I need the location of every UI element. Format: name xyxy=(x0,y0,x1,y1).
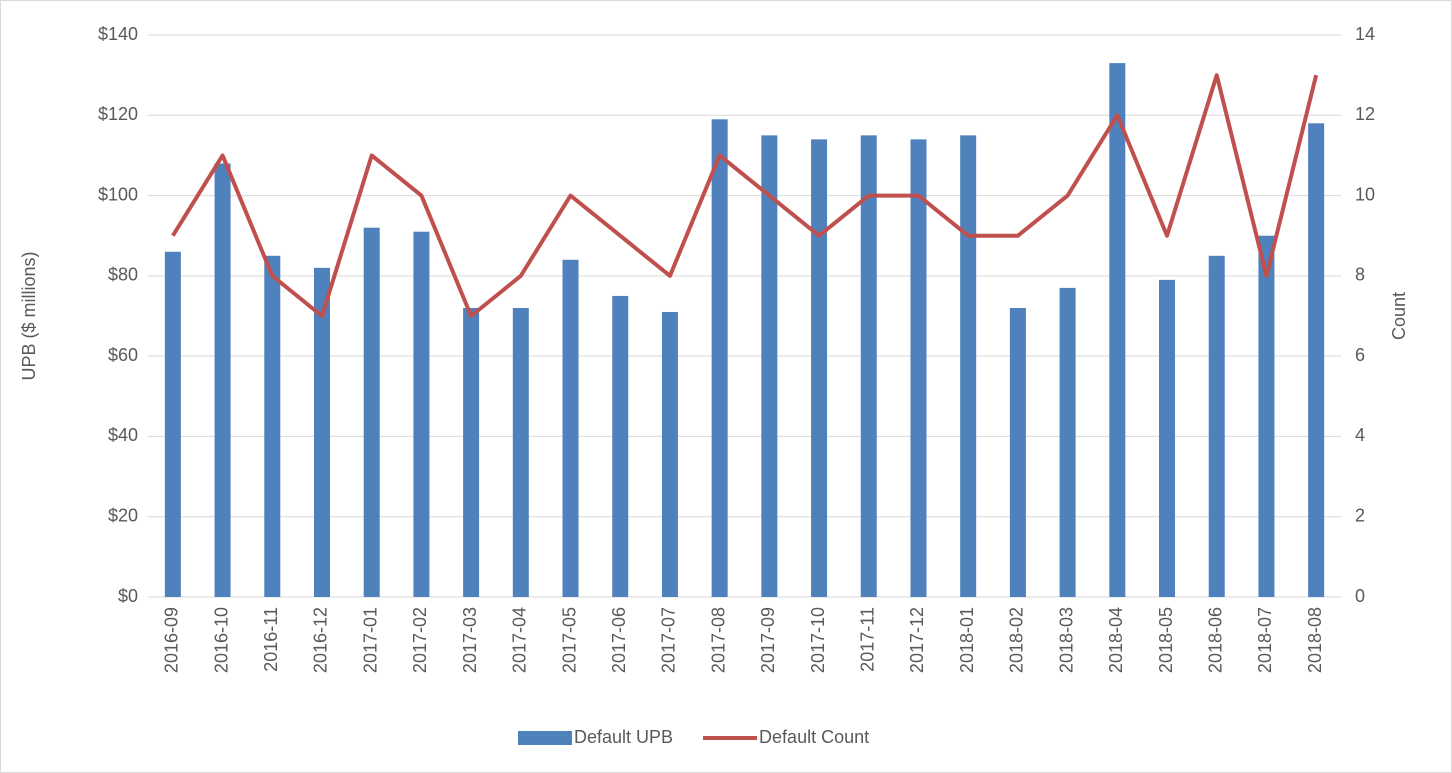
x-tick-label: 2017-06 xyxy=(609,607,629,673)
bar xyxy=(413,231,430,597)
x-tick-label: 2016-10 xyxy=(211,607,231,673)
legend-label: Default UPB xyxy=(574,727,673,747)
bar xyxy=(562,259,579,597)
bar xyxy=(960,135,977,597)
bar xyxy=(1159,279,1176,597)
x-tick-label: 2017-08 xyxy=(708,607,728,673)
y-tick-label: $120 xyxy=(98,104,138,124)
x-tick-label: 2018-05 xyxy=(1156,607,1176,673)
x-tick-label: 2018-08 xyxy=(1305,607,1325,673)
bar xyxy=(1208,255,1225,598)
y2-tick-label: 8 xyxy=(1355,265,1365,285)
y2-tick-label: 10 xyxy=(1355,184,1375,204)
y-tick-label: $20 xyxy=(108,505,138,525)
y-tick-label: $60 xyxy=(108,345,138,365)
x-tick-label: 2017-01 xyxy=(360,607,380,673)
x-tick-label: 2018-07 xyxy=(1255,607,1275,673)
x-tick-label: 2016-11 xyxy=(261,607,281,672)
x-tick-label: 2016-12 xyxy=(311,607,331,673)
y2-tick-label: 14 xyxy=(1355,24,1375,44)
bar xyxy=(1009,307,1026,597)
x-tick-label: 2018-06 xyxy=(1205,607,1225,673)
bar xyxy=(313,267,330,597)
x-tick-label: 2017-11 xyxy=(858,607,878,672)
y2-tick-label: 0 xyxy=(1355,586,1365,606)
bar xyxy=(512,307,529,597)
y2-tick-label: 4 xyxy=(1355,425,1365,445)
x-tick-label: 2017-10 xyxy=(808,607,828,673)
bar xyxy=(910,139,927,597)
x-tick-label: 2017-05 xyxy=(559,607,579,673)
x-tick-label: 2017-02 xyxy=(410,607,430,673)
y-tick-label: $140 xyxy=(98,24,138,44)
x-tick-label: 2017-12 xyxy=(907,607,927,673)
bar xyxy=(612,295,629,597)
y-tick-label: $80 xyxy=(108,265,138,285)
bar xyxy=(363,227,380,597)
bar xyxy=(761,135,778,597)
y2-tick-label: 6 xyxy=(1355,345,1365,365)
y-tick-label: $0 xyxy=(118,586,138,606)
line xyxy=(171,73,1319,318)
legend-label: Default Count xyxy=(759,727,869,747)
y-axis-label: UPB ($ millions) xyxy=(19,251,39,380)
bar xyxy=(463,307,480,597)
x-tick-label: 2017-07 xyxy=(659,607,679,673)
bar xyxy=(214,163,231,597)
bar xyxy=(1258,235,1275,597)
x-tick-label: 2018-02 xyxy=(1007,607,1027,673)
bar xyxy=(1308,123,1325,598)
y2-axis-label: Count xyxy=(1389,292,1409,340)
y-tick-label: $100 xyxy=(98,184,138,204)
bar xyxy=(711,119,728,598)
x-tick-label: 2018-04 xyxy=(1106,607,1126,673)
bar xyxy=(860,135,877,597)
x-tick-label: 2017-04 xyxy=(510,607,530,673)
bar xyxy=(1109,63,1126,598)
bar xyxy=(811,139,828,597)
x-tick-label: 2016-09 xyxy=(162,607,182,673)
y2-tick-label: 2 xyxy=(1355,505,1365,525)
y2-tick-label: 12 xyxy=(1355,104,1375,124)
x-tick-label: 2017-09 xyxy=(758,607,778,673)
bar xyxy=(264,255,281,598)
x-tick-label: 2017-03 xyxy=(460,607,480,673)
bar xyxy=(164,251,181,597)
legend-swatch xyxy=(518,731,572,745)
y-tick-label: $40 xyxy=(108,425,138,445)
x-tick-label: 2018-01 xyxy=(957,607,977,673)
bar xyxy=(1059,287,1076,597)
bar xyxy=(661,311,678,597)
x-tick-label: 2018-03 xyxy=(1056,607,1076,673)
